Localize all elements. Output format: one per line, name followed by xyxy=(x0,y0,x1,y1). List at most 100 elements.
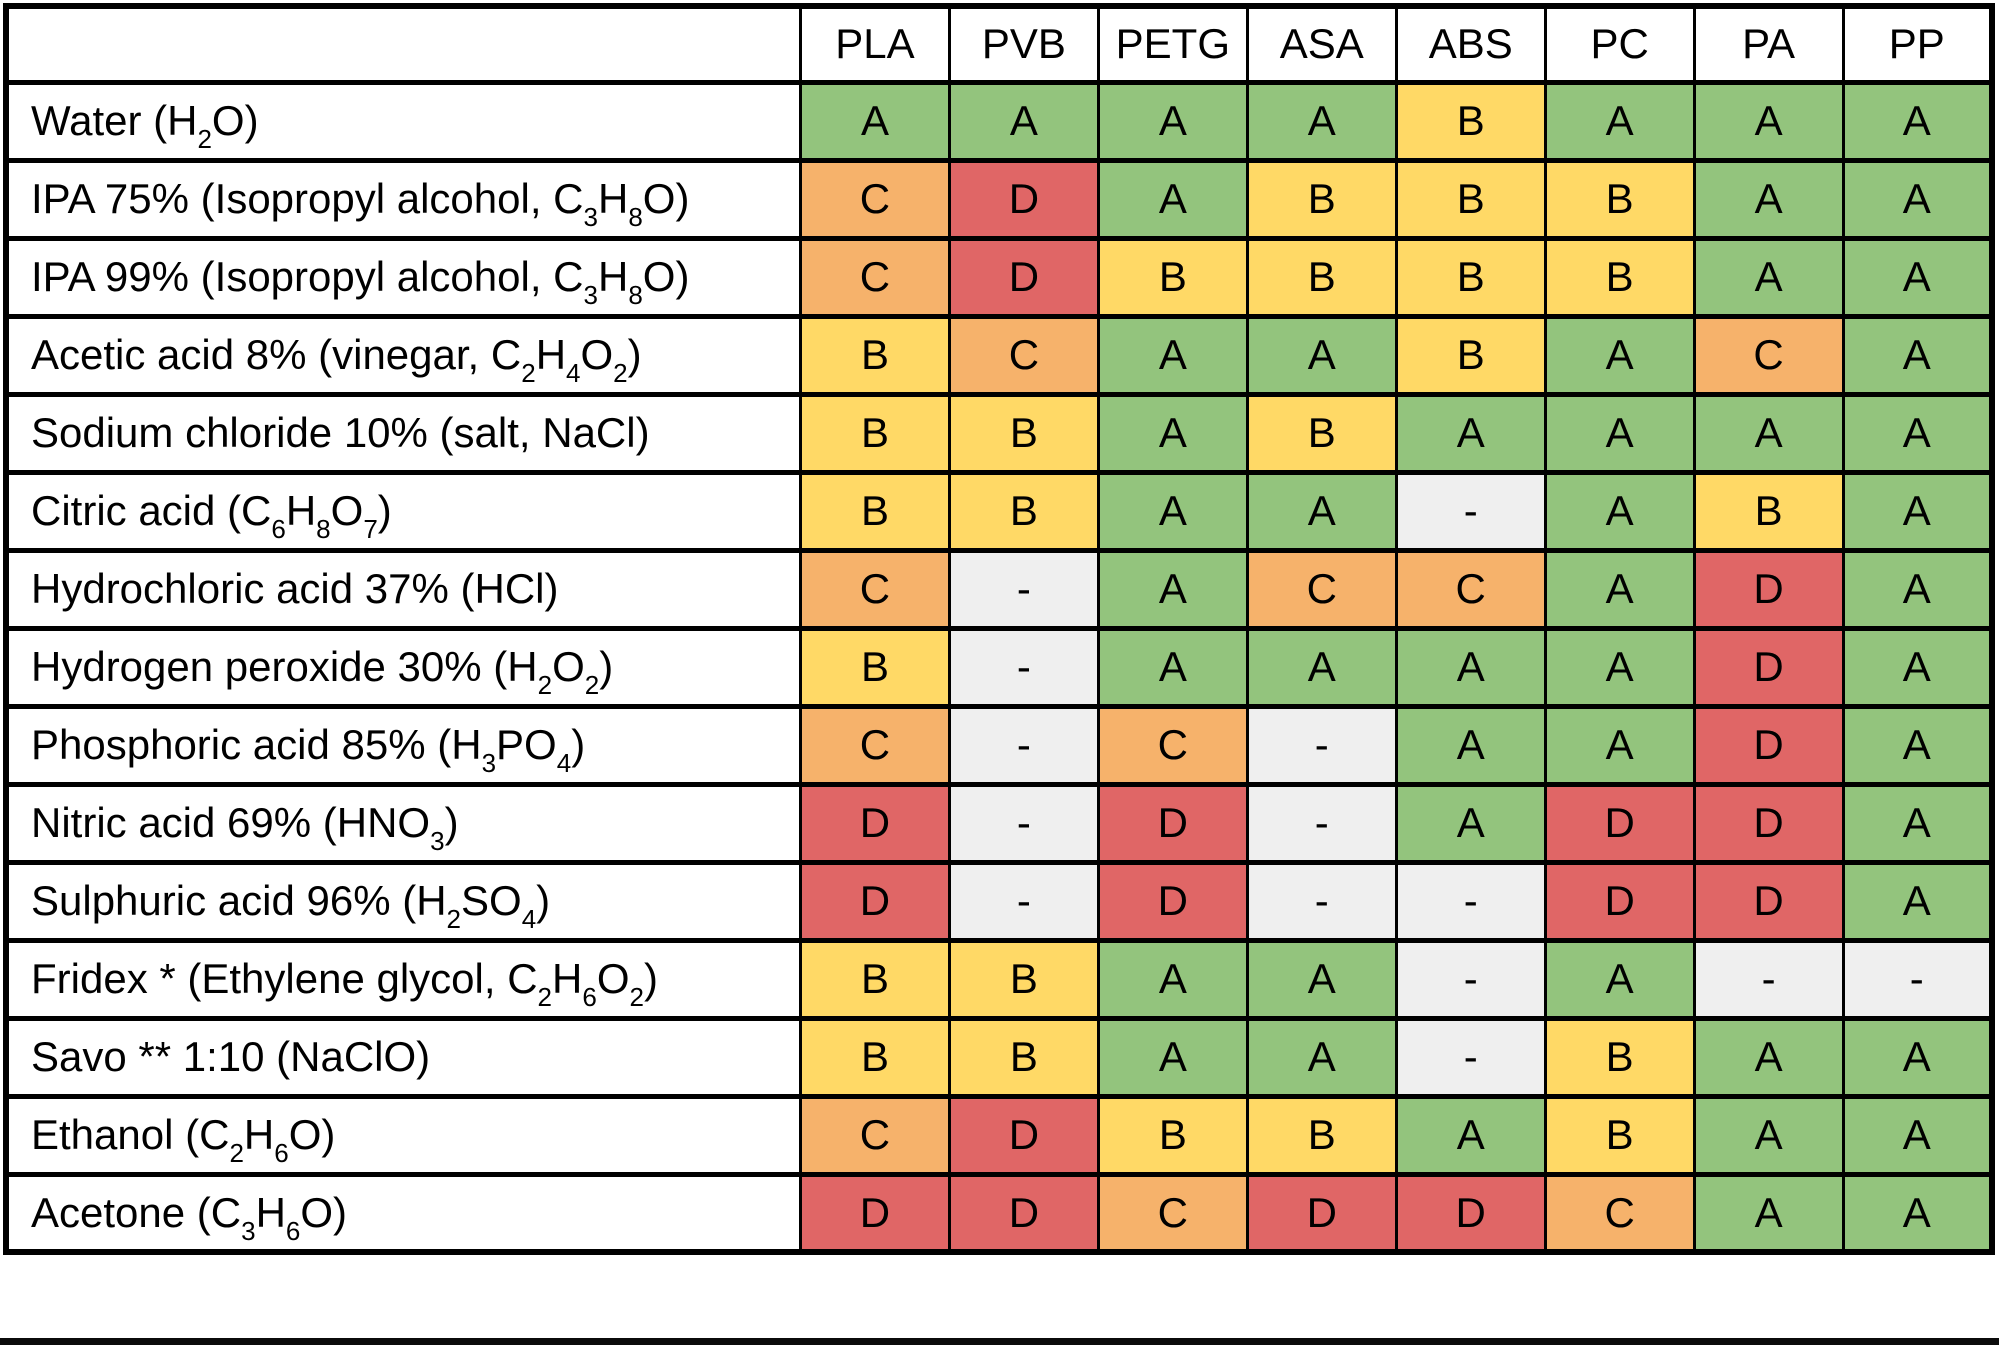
grade-cell-petg: A xyxy=(1096,313,1249,397)
chemical-name-text: H xyxy=(243,1111,275,1158)
table-row: Phosphoric acid 85% (H3PO4) C - C - A A D A xyxy=(4,703,1994,787)
grade-cell-asa: - xyxy=(1245,703,1398,787)
chemical-name-cell: Hydrochloric acid 37% (HCl) xyxy=(4,547,802,631)
grade-cell-pvb: - xyxy=(947,703,1100,787)
grade-cell-pc: B xyxy=(1543,235,1696,319)
table-row: Citric acid (C6H8O7) B B A A - A B A xyxy=(4,469,1994,553)
grade-cell-asa: D xyxy=(1245,1171,1398,1255)
grade-cell-asa: A xyxy=(1245,469,1398,553)
grade-cell-asa: A xyxy=(1245,79,1398,163)
grade-cell-pla: B xyxy=(799,313,951,397)
chemical-resistance-table: PLA PVB PETG ASA ABS PC PA PP Water (H2O) A A A A B A… xyxy=(3,3,1995,1255)
chemical-name-cell: Citric acid (C6H8O7) xyxy=(4,469,802,553)
grade-cell-petg: A xyxy=(1096,391,1249,475)
chemical-formula-subscript: 8 xyxy=(316,514,331,544)
grade-cell-pa: A xyxy=(1692,1171,1845,1255)
chemical-formula-subscript: 2 xyxy=(521,358,536,388)
grade-cell-petg: C xyxy=(1096,1171,1249,1255)
grade-cell-abs: - xyxy=(1394,937,1547,1021)
grade-cell-asa: A xyxy=(1245,625,1398,709)
chemical-name-text: H xyxy=(597,175,629,222)
grade-cell-pa: D xyxy=(1692,547,1845,631)
grade-cell-pvb: - xyxy=(947,547,1100,631)
chemical-name-text: IPA 75% (Isopropyl alcohol, C xyxy=(31,175,584,222)
grade-cell-abs: B xyxy=(1394,79,1547,163)
grade-cell-petg: D xyxy=(1096,859,1249,943)
table-row: Fridex * (Ethylene glycol, C2H6O2) B B A A - A… xyxy=(4,937,1994,1021)
chemical-name-text: SO xyxy=(461,877,522,924)
chemical-name-text: H xyxy=(285,487,317,534)
chemical-name-cell: Fridex * (Ethylene glycol, C2H6O2) xyxy=(4,937,802,1021)
grade-cell-petg: A xyxy=(1096,547,1249,631)
chemical-name-text: H xyxy=(552,955,583,1002)
grade-cell-petg: A xyxy=(1096,1015,1249,1099)
chemical-name-text: O) xyxy=(211,97,259,144)
grade-cell-abs: A xyxy=(1394,703,1547,787)
chemical-formula-subscript: 3 xyxy=(583,280,598,310)
grade-cell-pp: A xyxy=(1841,391,1994,475)
grade-cell-pa: A xyxy=(1692,79,1845,163)
grade-cell-pa: D xyxy=(1692,859,1845,943)
grade-cell-petg: B xyxy=(1096,235,1249,319)
chemical-name-cell: Sodium chloride 10% (salt, NaCl) xyxy=(4,391,802,475)
grade-cell-asa: A xyxy=(1245,313,1398,397)
grade-cell-pvb: B xyxy=(947,937,1100,1021)
table-row: Water (H2O) A A A A B A A A xyxy=(4,79,1994,163)
chemical-name-cell: Hydrogen peroxide 30% (H2O2) xyxy=(4,625,802,709)
table-row: Sodium chloride 10% (salt, NaCl) B B A B A A A A xyxy=(4,391,1994,475)
grade-cell-pla: C xyxy=(799,157,951,241)
grade-cell-asa: C xyxy=(1245,547,1398,631)
grade-cell-pla: C xyxy=(799,703,951,787)
chemical-name-text: O xyxy=(580,331,614,378)
grade-cell-petg: D xyxy=(1096,781,1249,865)
column-header-pc: PC xyxy=(1543,3,1696,85)
chemical-formula-subscript: 8 xyxy=(628,280,643,310)
grade-cell-pp: A xyxy=(1841,703,1994,787)
grade-cell-abs: C xyxy=(1394,547,1547,631)
chemical-formula-subscript: 2 xyxy=(446,904,461,934)
grade-cell-pa: - xyxy=(1692,937,1845,1021)
header-row: PLA PVB PETG ASA ABS PC PA PP xyxy=(4,3,1994,85)
chemical-name-text: O) xyxy=(300,1188,348,1236)
column-header-pla: PLA xyxy=(799,3,951,85)
grade-cell-abs: B xyxy=(1394,157,1547,241)
chemical-name-text: ) xyxy=(571,721,586,768)
chemical-formula-subscript: 8 xyxy=(628,202,643,232)
chemical-name-text: ) xyxy=(599,643,614,690)
grade-cell-petg: C xyxy=(1096,703,1249,787)
chemical-formula-subscript: 2 xyxy=(537,670,553,700)
grade-cell-abs: B xyxy=(1394,313,1547,397)
chemical-formula-subscript: 2 xyxy=(629,982,644,1012)
grade-cell-pp: A xyxy=(1841,781,1994,865)
grade-cell-abs: D xyxy=(1394,1171,1547,1255)
grade-cell-pc: C xyxy=(1543,1171,1696,1255)
chemical-name-text: ) xyxy=(536,877,551,924)
grade-cell-pa: D xyxy=(1692,781,1845,865)
grade-cell-pa: A xyxy=(1692,1015,1845,1099)
chemical-formula-subscript: 6 xyxy=(582,982,597,1012)
table-row: Ethanol (C2H6O) C D B B A B A A xyxy=(4,1093,1994,1177)
grade-cell-pp: A xyxy=(1841,859,1994,943)
grade-cell-pa: C xyxy=(1692,313,1845,397)
chemical-name-cell: Acetic acid 8% (vinegar, C2H4O2) xyxy=(4,313,802,397)
chemical-name-text: ) xyxy=(377,487,392,534)
chemical-name-cell: Water (H2O) xyxy=(4,79,802,163)
grade-cell-pla: B xyxy=(799,469,951,553)
chemical-formula-subscript: 3 xyxy=(430,826,445,856)
column-header-pp: PP xyxy=(1841,3,1994,85)
grade-cell-pa: D xyxy=(1692,703,1845,787)
grade-cell-asa: A xyxy=(1245,937,1398,1021)
chemical-name-cell: IPA 75% (Isopropyl alcohol, C3H8O) xyxy=(4,157,802,241)
grade-cell-petg: A xyxy=(1096,469,1249,553)
chemical-name-text: ) xyxy=(643,955,658,1002)
grade-cell-pp: - xyxy=(1841,937,1994,1021)
column-header-pa: PA xyxy=(1692,3,1845,85)
grade-cell-pp: A xyxy=(1841,625,1994,709)
grade-cell-pp: A xyxy=(1841,313,1994,397)
grade-cell-abs: - xyxy=(1394,469,1547,553)
chemical-formula-subscript: 2 xyxy=(537,982,552,1012)
table-row: Acetone (C3H6O) D D C D D C A A xyxy=(4,1171,1994,1255)
grade-cell-asa: - xyxy=(1245,859,1398,943)
grade-cell-pp: A xyxy=(1841,235,1994,319)
grade-cell-pa: A xyxy=(1692,157,1845,241)
